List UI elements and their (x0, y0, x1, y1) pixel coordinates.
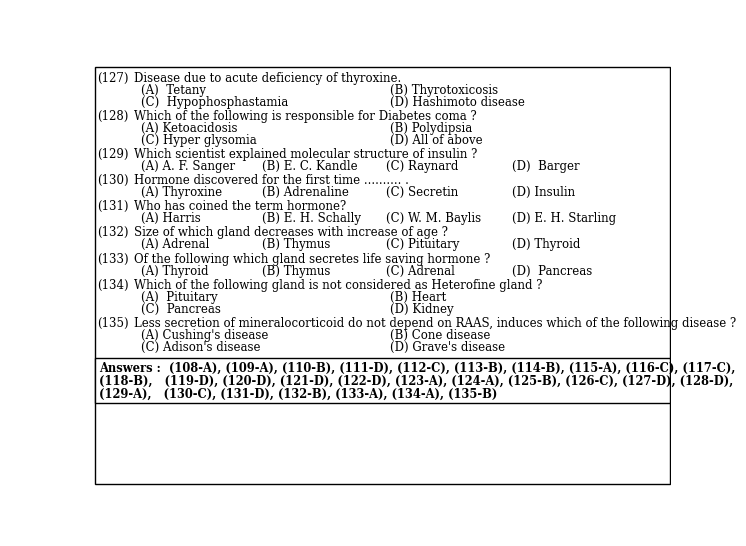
Text: (A) Adrenal: (A) Adrenal (141, 239, 210, 251)
Text: (131): (131) (97, 200, 128, 213)
Text: (A) Ketoacidosis: (A) Ketoacidosis (141, 122, 238, 135)
Text: (135): (135) (97, 317, 129, 330)
Text: (C) Adison's disease: (C) Adison's disease (141, 341, 261, 354)
Text: (A) A. F. Sanger: (A) A. F. Sanger (141, 160, 236, 173)
Text: (127): (127) (97, 72, 128, 85)
Text: (D) Hashimoto disease: (D) Hashimoto disease (390, 96, 525, 109)
Text: (B) Cone disease: (B) Cone disease (390, 329, 490, 342)
Text: (B) Heart: (B) Heart (390, 290, 446, 304)
Text: (B) E. C. Kandle: (B) E. C. Kandle (262, 160, 358, 173)
Text: (D)  Pancreas: (D) Pancreas (512, 265, 592, 277)
Text: Disease due to acute deficiency of thyroxine.: Disease due to acute deficiency of thyro… (134, 72, 401, 85)
Text: (A)  Pituitary: (A) Pituitary (141, 290, 218, 304)
Text: (118-B),   (119-D), (120-D), (121-D), (122-D), (123-A), (124-A), (125-B), (126-C: (118-B), (119-D), (120-D), (121-D), (122… (99, 375, 734, 388)
Text: (A) Cushing's disease: (A) Cushing's disease (141, 329, 269, 342)
Text: (C) Hyper glysomia: (C) Hyper glysomia (141, 134, 257, 147)
Text: (A) Harris: (A) Harris (141, 212, 201, 225)
Text: (A) Thyroxine: (A) Thyroxine (141, 186, 222, 199)
Text: (D) All of above: (D) All of above (390, 134, 483, 147)
Text: (B) Polydipsia: (B) Polydipsia (390, 122, 472, 135)
Text: Size of which gland decreases with increase of age ?: Size of which gland decreases with incre… (134, 227, 448, 240)
Text: (A)  Tetany: (A) Tetany (141, 84, 207, 97)
Bar (95, 358, 670, 403)
Text: (A) Thyroid: (A) Thyroid (141, 265, 209, 277)
Text: (130): (130) (97, 174, 129, 187)
Text: (B) Adrenaline: (B) Adrenaline (262, 186, 349, 199)
Text: Of the following which gland secretes life saving hormone ?: Of the following which gland secretes li… (134, 253, 490, 266)
Text: (C) W. M. Baylis: (C) W. M. Baylis (386, 212, 481, 225)
Text: (C) Adrenal: (C) Adrenal (386, 265, 455, 277)
Text: Which scientist explained molecular structure of insulin ?: Which scientist explained molecular stru… (134, 148, 477, 161)
Text: (B) Thymus: (B) Thymus (262, 239, 330, 251)
Text: (C)  Pancreas: (C) Pancreas (141, 302, 221, 316)
Text: Answers :  (108-A), (109-A), (110-B), (111-D), (112-C), (113-B), (114-B), (115-A: Answers : (108-A), (109-A), (110-B), (11… (99, 362, 736, 375)
Text: (D) E. H. Starling: (D) E. H. Starling (512, 212, 616, 225)
Text: Less secretion of mineralocorticoid do not depend on RAAS, induces which of the : Less secretion of mineralocorticoid do n… (134, 317, 736, 330)
Text: (134): (134) (97, 279, 129, 292)
Text: (B) Thymus: (B) Thymus (262, 265, 330, 277)
Text: Which of the following gland is not considered as Heterofine gland ?: Which of the following gland is not cons… (134, 279, 542, 292)
Text: (D) Kidney: (D) Kidney (390, 302, 454, 316)
Text: (129-A),   (130-C), (131-D), (132-B), (133-A), (134-A), (135-B): (129-A), (130-C), (131-D), (132-B), (133… (99, 387, 498, 400)
Text: (B) E. H. Schally: (B) E. H. Schally (262, 212, 361, 225)
Text: Who has coined the term hormone?: Who has coined the term hormone? (134, 200, 346, 213)
Text: (C)  Hypophosphastamia: (C) Hypophosphastamia (141, 96, 289, 109)
Text: Which of the following is responsible for Diabetes coma ?: Which of the following is responsible fo… (134, 110, 476, 123)
Text: (D) Insulin: (D) Insulin (512, 186, 575, 199)
Text: (D)  Barger: (D) Barger (512, 160, 580, 173)
Text: (B) Thyrotoxicosis: (B) Thyrotoxicosis (390, 84, 498, 97)
Text: (129): (129) (97, 148, 128, 161)
Text: (D) Grave's disease: (D) Grave's disease (390, 341, 505, 354)
Text: (C) Pituitary: (C) Pituitary (386, 239, 460, 251)
Text: (C) Raynard: (C) Raynard (386, 160, 459, 173)
Text: (133): (133) (97, 253, 129, 266)
Text: (128): (128) (97, 110, 128, 123)
Text: (132): (132) (97, 227, 128, 240)
Text: (D) Thyroid: (D) Thyroid (512, 239, 580, 251)
Text: (C) Secretin: (C) Secretin (386, 186, 459, 199)
Text: Hormone discovered for the first time .......... .: Hormone discovered for the first time ..… (134, 174, 408, 187)
